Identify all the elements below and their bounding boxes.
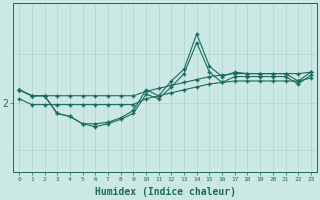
X-axis label: Humidex (Indice chaleur): Humidex (Indice chaleur): [94, 187, 236, 197]
